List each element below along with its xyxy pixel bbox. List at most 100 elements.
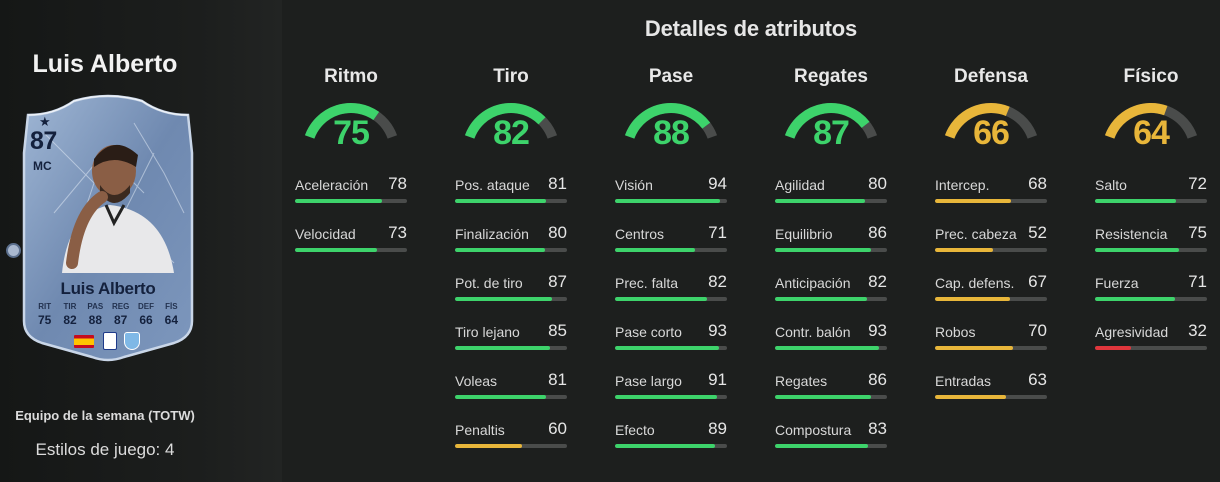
stat-list: Pos. ataque 81 Finalización 80 Pot. de tiro 8… <box>455 163 567 457</box>
stat-row: Efecto 89 <box>615 408 727 457</box>
stat-value: 89 <box>708 419 727 438</box>
stat-row: Agilidad 80 <box>775 163 887 212</box>
stat-bar <box>1095 297 1207 301</box>
stat-bar <box>455 444 567 448</box>
card-stat-label: REG <box>111 302 130 311</box>
stat-label: Velocidad <box>295 226 356 242</box>
stat-row: Regates 86 <box>775 359 887 408</box>
stat-row: Aceleración 78 <box>295 163 407 212</box>
card-stat-value: 82 <box>63 313 77 327</box>
stat-bar <box>615 395 727 399</box>
attribute-column-pase: Pase 88 Visión 94 Centros 71 Prec. falta 82 Pase… <box>615 66 727 457</box>
stat-bar <box>615 444 727 448</box>
stat-row: Agresividad 32 <box>1095 310 1207 359</box>
stat-value: 81 <box>548 370 567 389</box>
stat-value: 82 <box>708 272 727 291</box>
stat-row: Velocidad 73 <box>295 212 407 261</box>
stat-bar-fill <box>295 199 383 203</box>
stat-bar-fill <box>935 199 1012 203</box>
stat-value: 86 <box>868 223 887 242</box>
stat-value: 86 <box>868 370 887 389</box>
category-gauge: 66 <box>935 96 1047 162</box>
card-stat: RIT 75 <box>32 302 57 327</box>
stat-label: Prec. cabeza <box>935 226 1017 242</box>
playstyles-count: Estilos de juego: 4 <box>35 440 175 459</box>
stat-label: Visión <box>615 177 653 193</box>
category-gauge: 82 <box>455 96 567 162</box>
stat-row: Prec. cabeza 52 <box>935 212 1047 261</box>
stat-bar-fill <box>775 297 867 301</box>
stat-bar <box>775 444 887 448</box>
stat-value: 68 <box>1028 174 1047 193</box>
gauge-fill <box>304 103 380 139</box>
stat-value: 73 <box>388 223 407 242</box>
stat-value: 67 <box>1028 272 1047 291</box>
stat-value: 94 <box>708 174 727 193</box>
card-stat: TIR 82 <box>57 302 82 327</box>
attribute-column-fisico: Físico 64 Salto 72 Resistencia 75 Fuerza 71 Agre… <box>1095 66 1207 359</box>
stat-row: Resistencia 75 <box>1095 212 1207 261</box>
stat-value: 82 <box>868 272 887 291</box>
stat-label: Compostura <box>775 422 852 438</box>
stat-bar-fill <box>455 297 553 301</box>
stat-label: Aceleración <box>295 177 369 193</box>
stat-bar-fill <box>935 297 1011 301</box>
stat-bar-fill <box>935 346 1014 350</box>
card-type-label: Equipo de la semana (TOTW) <box>15 408 195 423</box>
stat-value: 93 <box>708 321 727 340</box>
stat-value: 85 <box>548 321 567 340</box>
stat-label: Contr. balón <box>775 324 851 340</box>
card-rating: 87 <box>30 127 57 155</box>
stat-row: Fuerza 71 <box>1095 261 1207 310</box>
gauge-fill <box>784 103 870 139</box>
stat-label: Efecto <box>615 422 655 438</box>
stat-value: 52 <box>1028 223 1047 242</box>
card-stat-value: 88 <box>88 313 102 327</box>
card-stat-label: PAS <box>87 302 104 311</box>
stat-row: Tiro lejano 85 <box>455 310 567 359</box>
stat-row: Penaltis 60 <box>455 408 567 457</box>
category-value: 66 <box>973 114 1010 152</box>
stat-bar-fill <box>775 199 865 203</box>
gauge-fill <box>624 103 711 139</box>
card-frame-icon <box>22 94 194 362</box>
card-stat: REG 87 <box>108 302 133 327</box>
stat-row: Entradas 63 <box>935 359 1047 408</box>
gauge-fill <box>944 103 1010 139</box>
stat-label: Fuerza <box>1095 275 1139 291</box>
stat-value: 80 <box>548 223 567 242</box>
category-value: 88 <box>653 114 690 152</box>
attributes-title: Detalles de atributos <box>644 16 858 41</box>
stat-bar-fill <box>455 346 551 350</box>
card-stat-label: DEF <box>137 302 154 311</box>
stat-label: Cap. defens. <box>935 275 1015 291</box>
category-title: Defensa <box>954 66 1028 87</box>
stat-label: Pase largo <box>615 373 682 389</box>
stat-bar <box>295 199 407 203</box>
card-stat: FÍS 64 <box>159 302 184 327</box>
stat-bar <box>295 248 407 252</box>
stat-row: Equilibrio 86 <box>775 212 887 261</box>
stat-row: Visión 94 <box>615 163 727 212</box>
category-title: Físico <box>1123 66 1179 87</box>
stat-label: Anticipación <box>775 275 851 291</box>
stat-bar <box>775 248 887 252</box>
stat-label: Voleas <box>455 373 498 389</box>
stat-bar-fill <box>935 248 994 252</box>
attributes-panel <box>282 0 1220 482</box>
stat-bar <box>615 297 727 301</box>
gauge-fill <box>464 103 546 139</box>
stat-row: Pot. de tiro 87 <box>455 261 567 310</box>
player-card[interactable]: ★ 87 MC Luis Alberto RIT 75 TIR 82 PAS 88 REG 8… <box>6 93 202 363</box>
card-stats: RIT 75 TIR 82 PAS 88 REG 87 DEF 66 FÍS 64 <box>32 302 184 327</box>
stat-bar-fill <box>455 395 546 399</box>
stat-bar-fill <box>615 395 717 399</box>
stat-label: Intercep. <box>935 177 990 193</box>
stat-row: Cap. defens. 67 <box>935 261 1047 310</box>
stat-bar <box>935 395 1047 399</box>
stat-bar-fill <box>935 395 1006 399</box>
stat-bar-fill <box>615 199 721 203</box>
stat-value: 91 <box>708 370 727 389</box>
stat-bar <box>1095 199 1207 203</box>
card-evolution-icon <box>6 243 21 258</box>
